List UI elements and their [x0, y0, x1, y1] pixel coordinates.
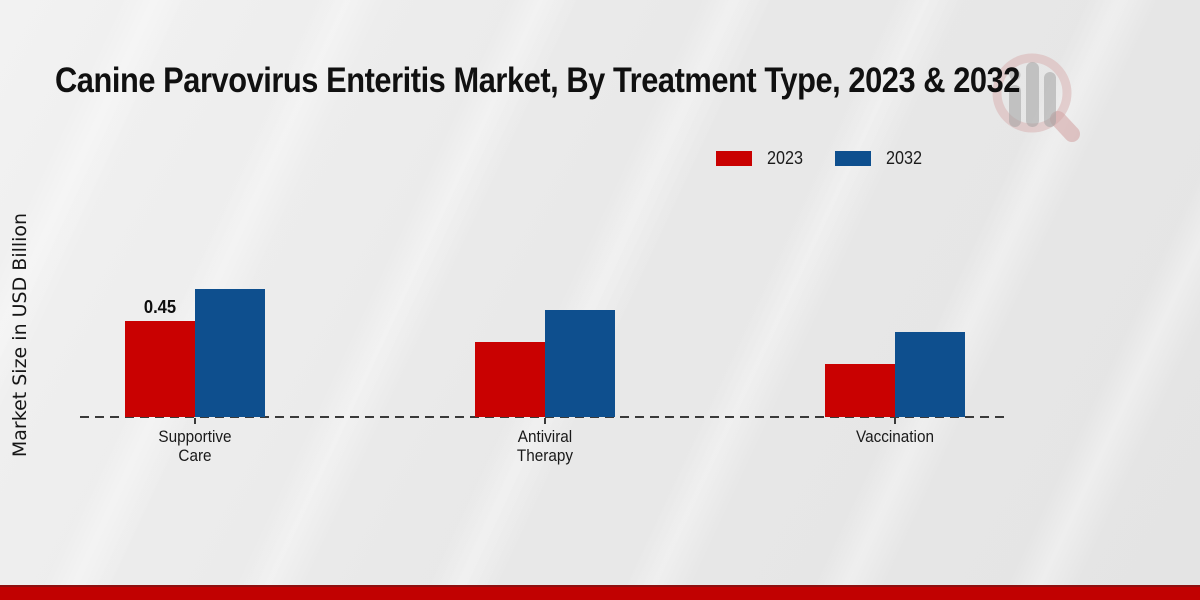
chart-title: Canine Parvovirus Enteritis Market, By T…: [55, 61, 1020, 101]
axis-tick-antiviral-therapy: [544, 418, 546, 424]
category-label-antiviral-therapy: Antiviral Therapy: [516, 427, 574, 465]
legend-swatch-2023: [716, 151, 752, 166]
bar-2032-antiviral-therapy: [545, 310, 615, 417]
bar-2023-supportive-care: [125, 321, 195, 417]
bar-2032-supportive-care: [195, 289, 265, 417]
category-label-supportive-care: Supportive Care: [158, 427, 232, 465]
legend: 2023 2032: [716, 148, 924, 169]
magnifier-bar-chart-logo-icon: [982, 50, 1087, 160]
legend-item-2032: 2032: [835, 148, 924, 169]
bar-value-label: 0.45: [143, 297, 177, 317]
x-axis-baseline: [80, 416, 1007, 418]
footer-accent-band: [0, 585, 1200, 600]
legend-label-2023: 2023: [767, 148, 804, 168]
bar-2032-vaccination: [895, 332, 965, 417]
axis-tick-supportive-care: [194, 418, 196, 424]
category-label-vaccination: Vaccination: [856, 427, 934, 446]
bar-2023-vaccination: [825, 364, 895, 417]
legend-swatch-2032: [835, 151, 872, 166]
bar-2023-antiviral-therapy: [475, 342, 545, 417]
legend-item-2023: 2023: [716, 148, 805, 169]
legend-label-2032: 2032: [886, 148, 923, 168]
axis-tick-vaccination: [894, 418, 896, 424]
